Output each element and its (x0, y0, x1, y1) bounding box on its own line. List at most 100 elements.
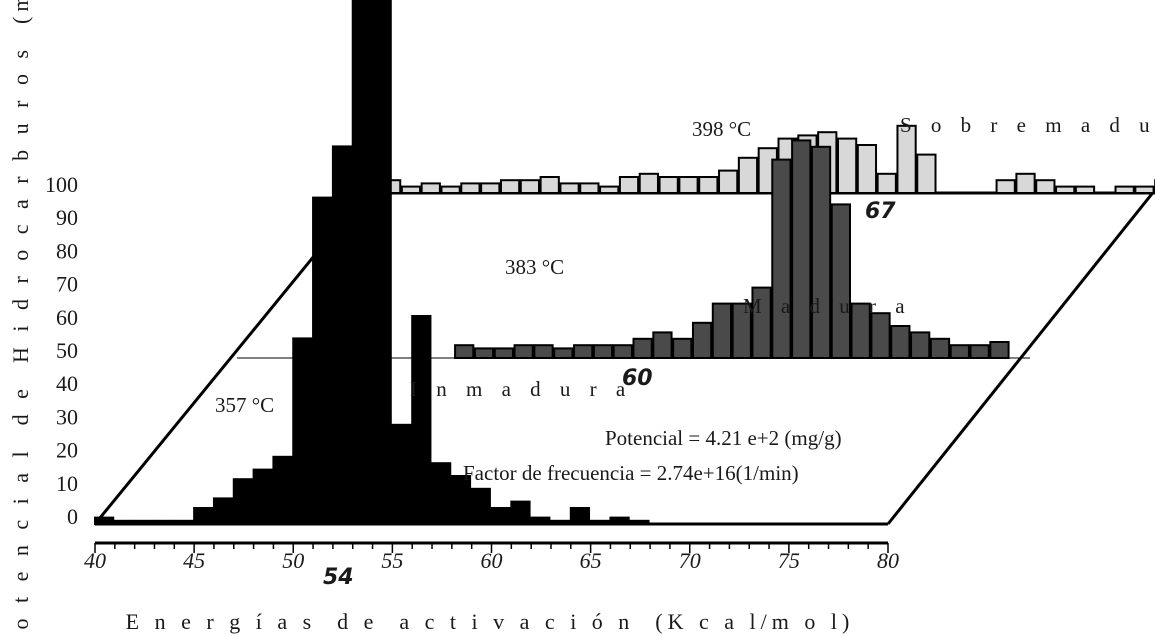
temp-sobremadura-label: 398 °C (692, 117, 751, 141)
bar (810, 145, 832, 359)
bar (431, 462, 452, 526)
series-sobremadura-label: S o b r e m a d u r a (900, 113, 1155, 137)
bar (470, 487, 491, 525)
bar (232, 478, 254, 526)
y-tick-label: 30 (56, 404, 78, 429)
bar (420, 182, 441, 194)
bar (440, 185, 461, 195)
bar (629, 519, 650, 525)
bar (513, 344, 534, 360)
bar (1035, 179, 1056, 194)
bar (573, 344, 594, 360)
bar (830, 203, 851, 359)
x-tick-label: 65 (580, 548, 602, 573)
bar (618, 176, 640, 194)
bar (351, 0, 372, 525)
bar (609, 516, 630, 525)
bar (836, 137, 858, 195)
bar (678, 176, 699, 194)
bar (711, 302, 733, 360)
y-tick-label: 100 (45, 172, 78, 197)
bar (579, 182, 600, 194)
bar (371, 0, 392, 526)
bar (460, 182, 481, 194)
bar (989, 341, 1010, 359)
y-tick-label: 40 (56, 371, 78, 396)
y-axis-title: P o t e n c i a l d e H i d r o c a r b … (8, 0, 33, 637)
bar (632, 337, 653, 359)
bar (252, 468, 273, 526)
bar (1074, 185, 1096, 195)
bar (737, 156, 759, 195)
x-tick-label: 80 (877, 548, 899, 573)
bar (718, 169, 739, 195)
factor-annotation: Factor de frecuencia = 2.74e+16(1/min) (463, 461, 799, 485)
bar (599, 185, 620, 195)
bar (454, 344, 475, 360)
x-axis-title: E n e r g í a s d e a c t i v a c i ó n … (126, 609, 855, 634)
bar (856, 144, 878, 194)
bar (691, 321, 713, 359)
bar (133, 519, 154, 525)
y-tick-label: 50 (56, 338, 78, 363)
bar (771, 158, 792, 359)
bar (94, 516, 115, 525)
x-axis-tick-labels: 40 45 50 55 60 65 70 75 80 (84, 548, 899, 573)
bar (876, 172, 897, 195)
bar (173, 519, 194, 525)
bar (896, 124, 917, 194)
x-tick-label: 75 (778, 548, 800, 573)
bar (969, 344, 990, 360)
bar (559, 182, 580, 194)
plane-right-edge (886, 189, 1155, 525)
bar (331, 145, 353, 525)
bar (1114, 185, 1135, 195)
bar (499, 179, 521, 194)
series-inmadura (94, 0, 650, 526)
bar (480, 182, 501, 194)
y-tick-label: 90 (56, 205, 78, 230)
bar (113, 519, 135, 525)
bar (638, 172, 659, 195)
bar (473, 347, 495, 359)
bar (553, 347, 574, 359)
bar (153, 519, 174, 525)
bar (391, 423, 412, 525)
series-madura (454, 139, 1010, 360)
x-tick-label: 70 (679, 548, 701, 573)
bar (519, 179, 541, 194)
bar (493, 347, 514, 359)
bar (910, 331, 931, 359)
bar (949, 344, 970, 360)
bar (995, 179, 1016, 194)
bar (592, 344, 614, 360)
series-inmadura-label: I n m a d u r a (410, 377, 632, 401)
bar (1134, 185, 1155, 195)
peak-label-inmadura: 54 (323, 565, 354, 590)
x-tick-label: 55 (381, 548, 403, 573)
bar (698, 176, 719, 194)
bar (1015, 172, 1036, 195)
x-tick-label: 50 (282, 548, 304, 573)
bar (490, 507, 511, 525)
bar (890, 325, 911, 359)
x-tick-label: 40 (84, 548, 106, 573)
y-tick-label: 80 (56, 238, 78, 263)
bar (652, 331, 673, 359)
bar (549, 519, 571, 525)
bar (510, 500, 531, 526)
bar (1055, 185, 1076, 195)
bar (212, 497, 234, 525)
temp-inmadura-label: 357 °C (215, 393, 274, 417)
bar (850, 302, 871, 360)
bar (672, 337, 693, 359)
bar (870, 312, 891, 360)
x-axis-ticks (94, 543, 889, 553)
x-tick-label: 45 (183, 548, 205, 573)
x-tick-label: 60 (481, 548, 503, 573)
bar (411, 315, 432, 525)
y-tick-label: 0 (67, 504, 78, 529)
y-tick-label: 60 (56, 305, 78, 330)
